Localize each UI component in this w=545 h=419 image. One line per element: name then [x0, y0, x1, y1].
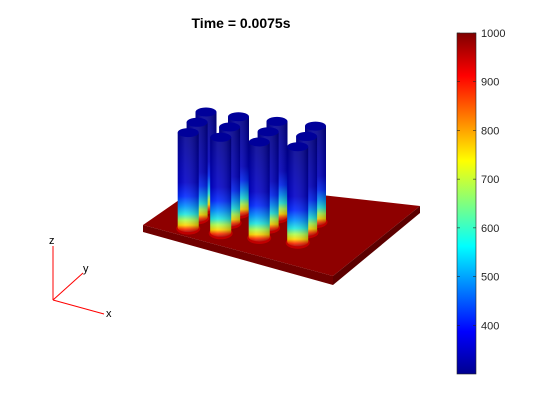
- pin-fin: [176, 128, 201, 235]
- pin-fin-top: [296, 131, 318, 141]
- pin-fin-top: [257, 127, 279, 137]
- pin-fin-top: [248, 137, 270, 147]
- colorbar-tick-label: 900: [481, 77, 499, 89]
- colorbar-tick-label: 500: [481, 272, 499, 284]
- pin-fin: [208, 132, 233, 240]
- pin-fin-top: [219, 122, 241, 132]
- pin-fin-top: [266, 116, 288, 126]
- base-plate-side: [333, 206, 420, 285]
- colorbar-tick-label: 700: [481, 174, 499, 186]
- triad-y-label: y: [83, 263, 89, 275]
- pin-fin: [285, 142, 310, 249]
- triad-z-label: z: [49, 235, 55, 247]
- triad-x-label: x: [106, 308, 112, 320]
- colorbar-tick-label: 600: [481, 223, 499, 235]
- base-plate-front: [143, 225, 333, 285]
- pin-fin: [247, 137, 272, 244]
- heat-sink-scene: [143, 107, 420, 285]
- colorbar-tick-label: 800: [481, 125, 499, 137]
- pin-fin-shading: [177, 132, 199, 233]
- pin-fin-shading: [287, 146, 309, 247]
- colorbar-tick-label: 1000: [481, 28, 505, 40]
- colorbar: 400 500 600 700 800 900 1000: [456, 28, 505, 375]
- pin-fin-top: [287, 142, 309, 152]
- chart-title: Time = 0.0075s: [192, 15, 291, 31]
- triad-y-axis: [52, 272, 84, 301]
- axes-triad: z y x: [49, 235, 112, 320]
- pin-fin-top: [210, 132, 232, 142]
- pin-fins: [176, 107, 328, 249]
- pin-fin-top: [228, 112, 249, 122]
- pin-fin-shading: [248, 142, 270, 242]
- pin-fin-top: [186, 117, 208, 127]
- pin-fin-top: [195, 107, 217, 117]
- pin-fin-top: [305, 121, 326, 131]
- colorbar-ticks: 400 500 600 700 800 900 1000: [457, 28, 505, 332]
- colorbar-fill: [456, 32, 477, 375]
- colorbar-tick-label: 400: [481, 320, 499, 332]
- pin-fin-top: [177, 128, 199, 138]
- pin-fin-shading: [210, 137, 232, 237]
- triad-x-axis: [52, 299, 105, 315]
